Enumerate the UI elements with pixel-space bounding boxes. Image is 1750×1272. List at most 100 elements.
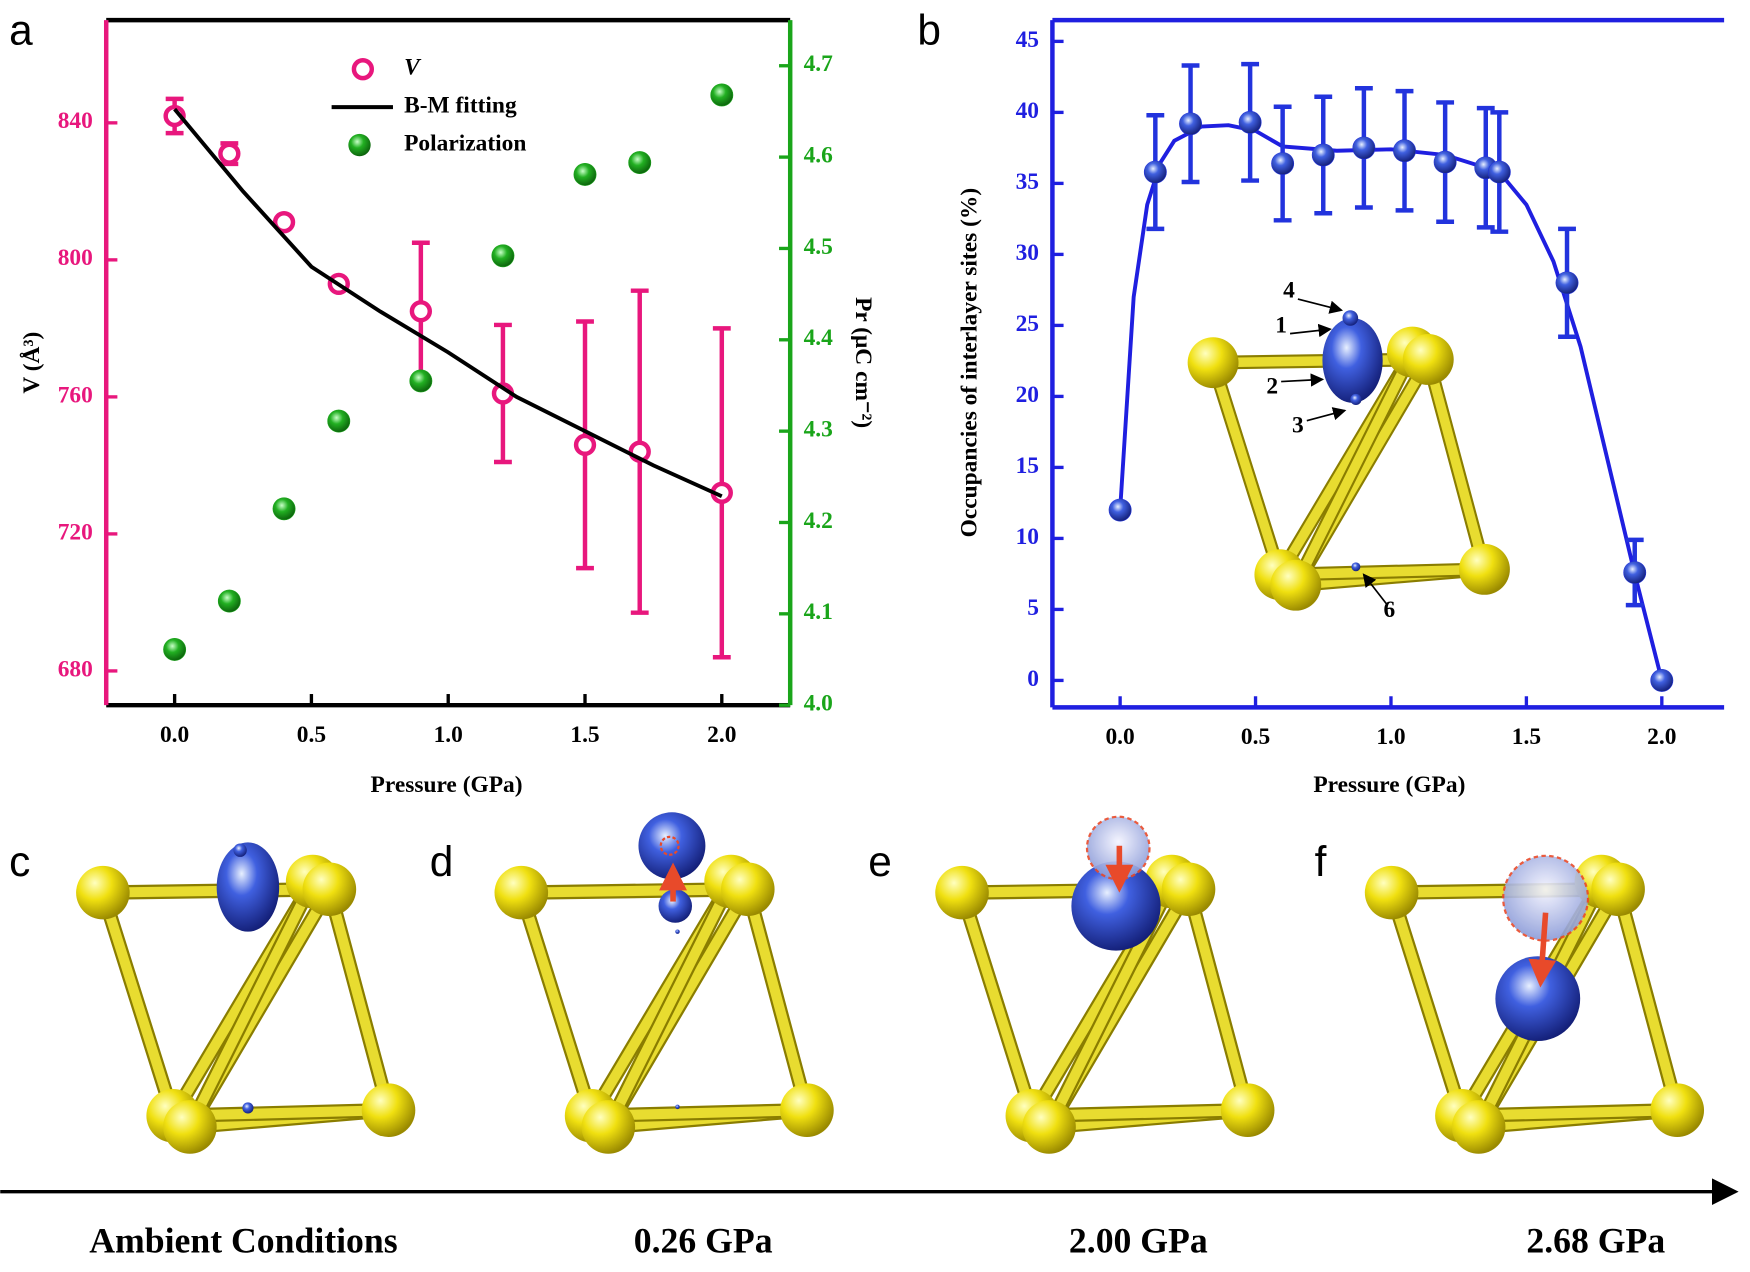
y2-tick-label: 4.3 xyxy=(804,417,833,443)
atom xyxy=(1364,865,1419,920)
y2-tick-label: 4.5 xyxy=(804,234,833,260)
stage-label: 0.26 GPa xyxy=(634,1220,773,1260)
atom xyxy=(302,862,357,917)
ion xyxy=(216,842,280,932)
x-axis-label: Pressure (GPa) xyxy=(1313,772,1465,798)
point xyxy=(409,369,433,393)
y2-tick-label: 4.6 xyxy=(804,142,834,168)
point xyxy=(1238,110,1262,134)
atom xyxy=(1220,1083,1275,1137)
point xyxy=(1311,143,1335,167)
y2-tick-label: 4.4 xyxy=(804,325,834,351)
atom xyxy=(935,865,989,920)
y-axis-label: V (Å³) xyxy=(19,332,45,394)
ion xyxy=(1322,318,1383,403)
x-tick-label: 0.5 xyxy=(1241,724,1270,750)
legend-swatch xyxy=(351,58,375,81)
atom xyxy=(1187,337,1239,389)
rod xyxy=(1423,354,1490,575)
charts: 0.0 0.5 1.0 1.5 2.0 680 720 760 800 840 4.0 4.1 4.2 4… xyxy=(19,17,1725,798)
x-tick-label: 1.5 xyxy=(570,722,599,748)
x-tick-label: 0.0 xyxy=(160,722,189,748)
y-tick-label: 720 xyxy=(58,519,93,545)
rod xyxy=(184,876,318,1132)
inset-label: 6 xyxy=(1384,597,1396,623)
point xyxy=(710,83,734,107)
rod xyxy=(1208,357,1285,580)
y-tick-label: 5 xyxy=(1027,595,1039,621)
shift-arrow xyxy=(1528,912,1557,988)
x-tick-label: 1.0 xyxy=(434,722,463,748)
point xyxy=(491,244,515,268)
panel-letter: a xyxy=(9,7,33,54)
y2-tick-label: 4.7 xyxy=(804,51,834,77)
point xyxy=(272,211,296,234)
rod xyxy=(1183,884,1253,1116)
atom xyxy=(1650,1083,1705,1137)
inset-label: 1 xyxy=(1275,312,1287,338)
panel-letter: c xyxy=(9,838,30,885)
atom xyxy=(1270,559,1322,611)
legend-label: B-M fitting xyxy=(404,92,517,118)
point xyxy=(1393,139,1416,163)
stage-label: Ambient Conditions xyxy=(89,1220,397,1260)
point xyxy=(1555,271,1579,295)
inset-pointer xyxy=(1306,407,1347,422)
inset-pointer xyxy=(1297,298,1344,314)
atom xyxy=(494,865,549,920)
stage-label: 2.68 GPa xyxy=(1526,1220,1665,1260)
legend-label: Polarization xyxy=(404,130,526,156)
rod xyxy=(516,887,597,1121)
rod xyxy=(957,887,1038,1121)
point xyxy=(573,433,597,457)
ion xyxy=(242,1102,254,1114)
atom xyxy=(1451,1100,1506,1154)
atom xyxy=(581,1100,636,1154)
y-tick-label: 15 xyxy=(1016,453,1039,479)
rod xyxy=(1386,887,1467,1121)
rod xyxy=(97,887,179,1121)
ion xyxy=(675,929,680,934)
point xyxy=(573,163,597,186)
y-tick-label: 45 xyxy=(1016,27,1039,53)
ion xyxy=(1351,562,1361,572)
ion xyxy=(675,1104,680,1110)
point xyxy=(1352,136,1376,160)
point xyxy=(1179,112,1202,136)
atom xyxy=(1459,543,1510,595)
ion xyxy=(1342,310,1359,326)
y-tick-label: 680 xyxy=(58,656,93,682)
ghost xyxy=(659,835,680,856)
ion xyxy=(638,812,706,880)
atom xyxy=(721,862,775,917)
panel-letter: f xyxy=(1315,838,1327,885)
y-tick-label: 20 xyxy=(1016,382,1039,408)
inset-label: 3 xyxy=(1292,413,1304,439)
ion xyxy=(1071,861,1161,951)
atom xyxy=(1591,862,1645,917)
point xyxy=(1108,498,1132,522)
y2-tick-label: 4.1 xyxy=(804,599,833,625)
rod xyxy=(1613,884,1683,1116)
rod xyxy=(603,876,737,1132)
inset-pointer xyxy=(1281,373,1325,387)
point xyxy=(163,638,187,661)
point xyxy=(217,589,241,613)
ion xyxy=(1350,393,1362,406)
point xyxy=(1487,160,1511,184)
rod xyxy=(1290,347,1418,591)
point xyxy=(1143,160,1167,184)
panel-letter: b xyxy=(917,7,941,54)
rod xyxy=(742,884,812,1116)
ion xyxy=(658,889,693,923)
panel-letter: e xyxy=(868,838,892,885)
legend-swatch xyxy=(348,133,371,157)
y-tick-label: 800 xyxy=(58,245,93,271)
x-tick-label: 2.0 xyxy=(1647,724,1676,750)
point xyxy=(1650,668,1674,692)
ion xyxy=(1495,956,1581,1042)
point xyxy=(1271,152,1295,175)
point xyxy=(409,300,433,323)
inset-label: 2 xyxy=(1266,374,1278,400)
y2-axis-label: Pr (μC cm⁻²) xyxy=(850,297,876,428)
